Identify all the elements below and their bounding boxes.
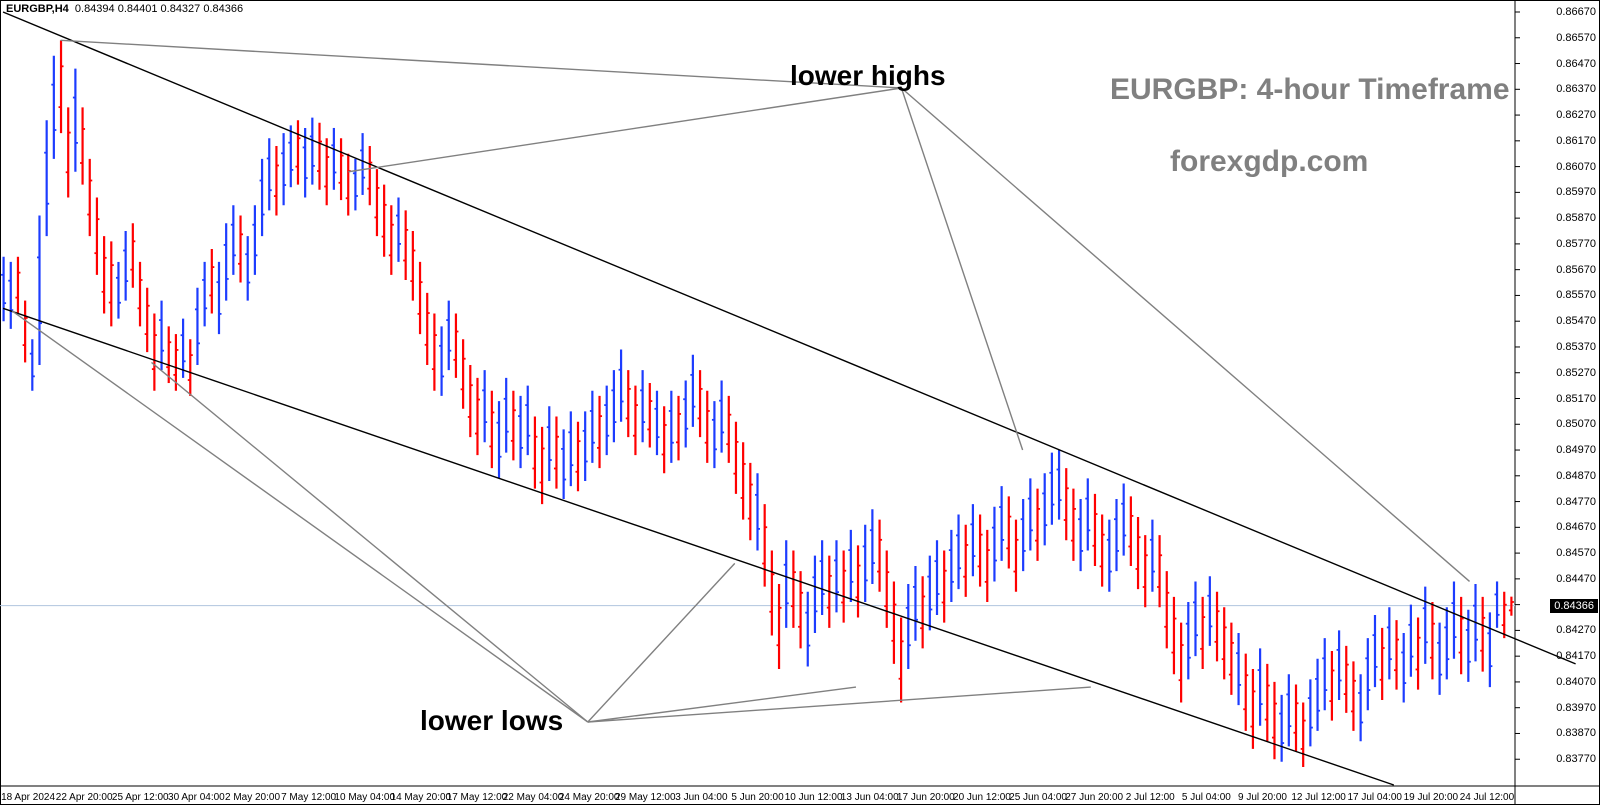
y-tick-label: 0.86470 [1556, 58, 1596, 70]
x-tick-label: 12 Jul 12:00 [1291, 792, 1346, 803]
y-tick-label: 0.85870 [1556, 212, 1596, 224]
x-tick-label: 27 Jun 20:00 [1065, 792, 1123, 803]
y-tick-label: 0.83970 [1556, 702, 1596, 714]
y-tick-label: 0.85170 [1556, 393, 1596, 405]
y-tick-label: 0.84270 [1556, 624, 1596, 636]
y-tick-label: 0.86170 [1556, 135, 1596, 147]
x-tick-label: 24 May 20:00 [559, 792, 620, 803]
watermark: forexgdp.com [1170, 145, 1368, 179]
chart-header: EURGBP,H4 0.84394 0.84401 0.84327 0.8436… [6, 3, 243, 15]
x-tick-label: 19 Jul 20:00 [1404, 792, 1459, 803]
x-tick-label: 17 May 12:00 [447, 792, 508, 803]
y-tick-label: 0.86270 [1556, 109, 1596, 121]
x-tick-label: 22 May 04:00 [503, 792, 564, 803]
y-tick-label: 0.86570 [1556, 32, 1596, 44]
y-tick-label: 0.86670 [1556, 6, 1596, 18]
x-tick-label: 2 Jul 12:00 [1126, 792, 1175, 803]
x-tick-label: 25 Jun 04:00 [1009, 792, 1067, 803]
y-tick-label: 0.85270 [1556, 367, 1596, 379]
y-tick-label: 0.84670 [1556, 521, 1596, 533]
y-tick-label: 0.84170 [1556, 650, 1596, 662]
y-tick-label: 0.85670 [1556, 264, 1596, 276]
x-tick-label: 22 Apr 20:00 [56, 792, 113, 803]
y-tick-label: 0.85470 [1556, 315, 1596, 327]
x-tick-label: 18 Apr 2024 [1, 792, 55, 803]
x-tick-label: 9 Jul 20:00 [1238, 792, 1287, 803]
x-tick-label: 17 Jun 20:00 [897, 792, 955, 803]
x-tick-label: 20 Jun 12:00 [953, 792, 1011, 803]
y-tick-label: 0.83870 [1556, 727, 1596, 739]
chart-container: EURGBP,H4 0.84394 0.84401 0.84327 0.8436… [0, 0, 1600, 805]
symbol-label: EURGBP,H4 [6, 3, 69, 15]
x-tick-label: 25 Apr 12:00 [112, 792, 169, 803]
y-tick-label: 0.84570 [1556, 547, 1596, 559]
y-tick-label: 0.85770 [1556, 238, 1596, 250]
y-tick-label: 0.85570 [1556, 289, 1596, 301]
x-tick-label: 3 Jun 04:00 [675, 792, 727, 803]
x-tick-label: 5 Jul 04:00 [1182, 792, 1231, 803]
chart-plot [0, 0, 1600, 805]
x-tick-label: 5 Jun 20:00 [731, 792, 783, 803]
y-tick-label: 0.84770 [1556, 496, 1596, 508]
y-tick-label: 0.84970 [1556, 444, 1596, 456]
x-tick-label: 30 Apr 04:00 [168, 792, 225, 803]
y-tick-label: 0.84870 [1556, 470, 1596, 482]
x-tick-label: 13 Jun 04:00 [841, 792, 899, 803]
y-tick-label: 0.85970 [1556, 186, 1596, 198]
y-tick-label: 0.86070 [1556, 161, 1596, 173]
x-tick-label: 10 Jun 12:00 [785, 792, 843, 803]
x-tick-label: 7 May 12:00 [281, 792, 336, 803]
x-tick-label: 10 May 04:00 [334, 792, 395, 803]
y-tick-label: 0.85070 [1556, 418, 1596, 430]
x-tick-label: 29 May 12:00 [615, 792, 676, 803]
y-tick-label: 0.85370 [1556, 341, 1596, 353]
y-tick-label: 0.86370 [1556, 83, 1596, 95]
y-tick-label: 0.84470 [1556, 573, 1596, 585]
x-tick-label: 14 May 20:00 [391, 792, 452, 803]
y-tick-label: 0.83770 [1556, 753, 1596, 765]
x-tick-label: 17 Jul 04:00 [1347, 792, 1402, 803]
ohlc-label: 0.84394 0.84401 0.84327 0.84366 [75, 3, 243, 15]
current-price-tag: 0.84366 [1550, 599, 1598, 613]
x-tick-label: 24 Jul 12:00 [1460, 792, 1515, 803]
y-tick-label: 0.84070 [1556, 676, 1596, 688]
lower-lows-label: lower lows [420, 705, 563, 737]
chart-title: EURGBP: 4-hour Timeframe [1110, 73, 1510, 107]
lower-highs-label: lower highs [790, 60, 946, 92]
x-tick-label: 2 May 20:00 [225, 792, 280, 803]
